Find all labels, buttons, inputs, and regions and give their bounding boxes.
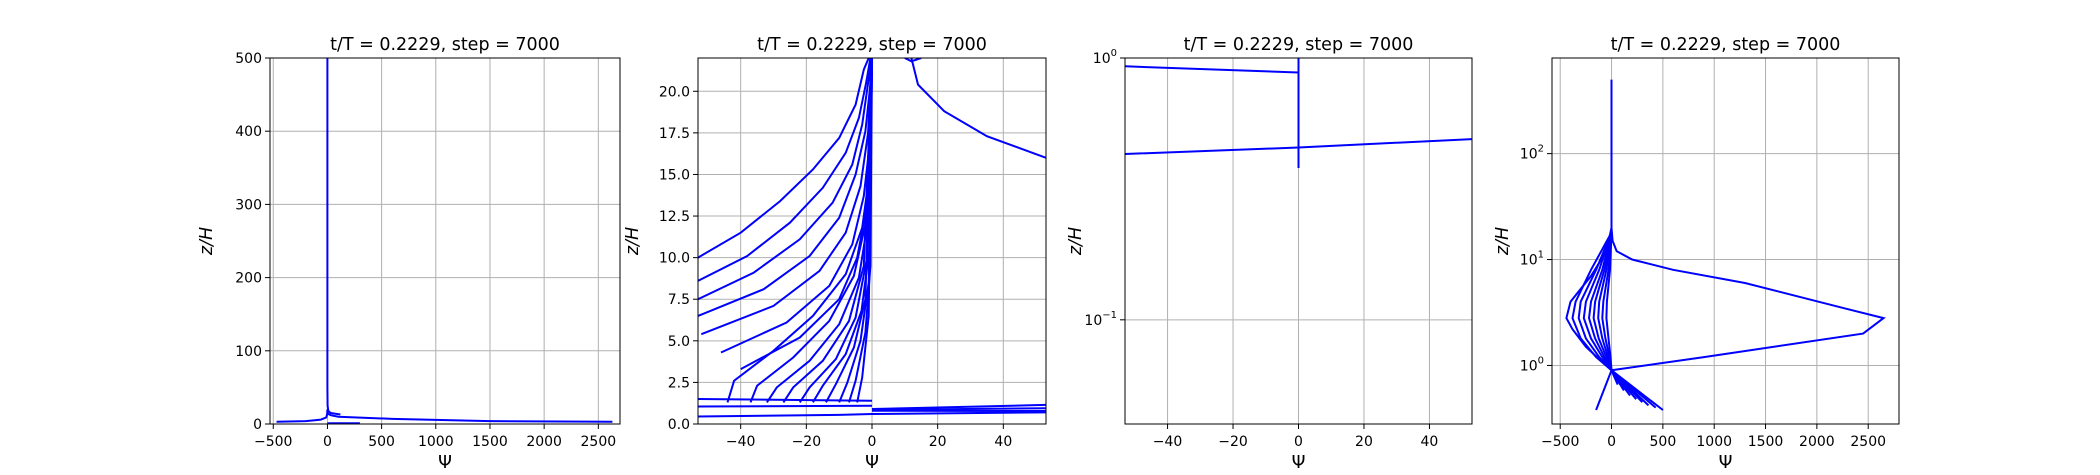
y-axis-label: z/H [1493, 227, 1513, 256]
series-line-24 [910, 58, 1046, 159]
y-axis-label: z/H [623, 227, 643, 256]
y-tick-label: 100 [1093, 48, 1117, 67]
x-tick-label: 500 [368, 434, 395, 450]
plot-frame [269, 57, 621, 425]
series-line-23 [698, 398, 873, 402]
series-line-14 [825, 58, 873, 403]
x-tick-label: 20 [1355, 434, 1373, 450]
series-line-18 [698, 411, 1046, 418]
series-group [1565, 79, 1886, 411]
x-tick-label: −20 [1218, 434, 1248, 450]
x-tick-label: 2000 [1799, 434, 1835, 450]
series-line-19 [1610, 369, 1619, 385]
x-tick-label: −500 [254, 434, 292, 450]
x-tick-label: 1000 [418, 434, 454, 450]
y-axis-label: z/H [197, 227, 217, 256]
x-tick-label: 2000 [526, 434, 562, 450]
y-tick-label: 17.5 [659, 126, 690, 142]
series-line-4 [1577, 232, 1613, 371]
series-line-4 [698, 58, 873, 317]
series-line-22 [698, 404, 873, 408]
series-line-25 [904, 58, 922, 63]
series-line-1 [1125, 65, 1299, 74]
y-tick-label: 7.5 [668, 292, 690, 308]
y-tick-label: 20.0 [659, 84, 690, 100]
series-line-17 [856, 58, 873, 403]
x-axis-label: Ψ [1719, 453, 1733, 473]
chart-panel-3: −40 −20 0 20 40 10−1 100 t/T = 0.2229, step = 7… [1066, 35, 1473, 473]
series-line-21 [871, 403, 1046, 410]
series-line-6 [1587, 232, 1613, 371]
y-tick-label: 400 [235, 124, 262, 140]
x-tick-label: 1500 [472, 434, 508, 450]
x-tick-label: 0 [1294, 434, 1303, 450]
y-tick-label: 200 [235, 271, 262, 287]
series-line-1 [698, 58, 870, 259]
y-tick-label: 100 [1520, 355, 1544, 374]
y-tick-label: 12.5 [659, 209, 690, 225]
x-tick-label: 0 [868, 434, 877, 450]
x-tick-label: 0 [1607, 434, 1616, 450]
x-tick-label: 500 [1650, 434, 1677, 450]
y-axis-label: z/H [1066, 227, 1086, 256]
x-tick-label: −500 [1541, 434, 1579, 450]
series-group [276, 58, 613, 424]
chart-panel-4: −500 0 500 1000 1500 2000 2500 100 101 102 t/T = 0… [1493, 35, 1900, 473]
chart-panel-2: −40 −20 0 20 40 0.0 2.5 5.0 7.5 10.0 12.5 15.0 17.5 2… [623, 35, 1047, 473]
y-tick-label: 10−1 [1084, 310, 1117, 329]
chart-title: t/T = 0.2229, step = 7000 [757, 35, 987, 55]
x-tick-label: 2500 [581, 434, 617, 450]
y-tick-label: 102 [1520, 144, 1544, 163]
x-tick-label: −20 [792, 434, 822, 450]
x-axis-label: Ψ [438, 453, 452, 473]
chart-title: t/T = 0.2229, step = 7000 [330, 35, 560, 55]
chart-title: t/T = 0.2229, step = 7000 [1184, 35, 1414, 55]
y-tick-label: 10.0 [659, 251, 690, 267]
x-tick-label: 2500 [1850, 434, 1886, 450]
series-line-11 [782, 58, 873, 403]
x-tick-label: 20 [929, 434, 947, 450]
series-line-1 [326, 58, 341, 416]
series-line-5 [1582, 232, 1613, 371]
y-tick-label: 500 [235, 51, 262, 67]
series-line-3 [1571, 232, 1613, 372]
y-tick-label: 0.0 [668, 417, 690, 433]
x-tick-label: 40 [994, 434, 1012, 450]
y-tick-label: 2.5 [668, 375, 690, 391]
series-group [1125, 58, 1472, 168]
chart-title: t/T = 0.2229, step = 7000 [1611, 35, 1841, 55]
x-tick-label: −40 [726, 434, 756, 450]
series-line-6 [720, 58, 873, 354]
series-line-8 [1597, 232, 1613, 371]
y-tick-label: 5.0 [668, 334, 690, 350]
series-group [698, 58, 1046, 418]
plot-frame [1551, 57, 1900, 425]
y-tick-label: 100 [235, 344, 262, 360]
x-tick-label: 0 [323, 434, 332, 450]
x-tick-label: −40 [1153, 434, 1183, 450]
x-axis-label: Ψ [865, 453, 879, 473]
x-tick-label: 1500 [1748, 434, 1784, 450]
series-line-10 [1605, 232, 1613, 371]
x-tick-label: 1000 [1696, 434, 1732, 450]
x-axis-label: Ψ [1292, 453, 1306, 473]
y-tick-label: 300 [235, 197, 262, 213]
y-tick-label: 101 [1520, 250, 1544, 269]
series-line-1 [1610, 79, 1886, 372]
series-line-3 [698, 58, 873, 301]
series-line-11 [1595, 369, 1613, 411]
series-line-20 [871, 407, 1046, 411]
series-line-7 [1592, 232, 1613, 371]
series-line-3 [276, 409, 329, 423]
x-tick-label: 40 [1421, 434, 1439, 450]
series-line-2 [698, 58, 872, 282]
chart-panel-1: −500 0 500 1000 1500 2000 25000100200300400500… [197, 35, 621, 473]
series-line-2 [326, 410, 613, 423]
y-tick-label: 0 [253, 417, 262, 433]
y-tick-label: 15.0 [659, 167, 690, 183]
